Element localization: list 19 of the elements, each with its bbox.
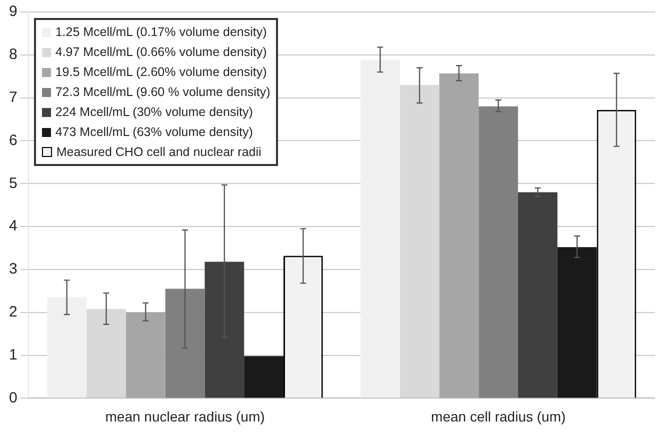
x-tick-label: mean cell radius (um) [431, 408, 566, 424]
y-tick-label: 2 [9, 304, 18, 321]
legend-label: 72.3 Mcell/mL (9.60 % volume density) [55, 85, 270, 99]
legend-label: 224 Mcell/mL (30% volume density) [55, 105, 253, 119]
y-tick-label: 5 [9, 174, 18, 192]
y-tick-label: 4 [9, 218, 18, 235]
y-tick-label: 1 [9, 346, 18, 364]
y-tick-label: 8 [9, 46, 18, 64]
y-tick-label: 3 [9, 260, 18, 278]
legend-label: 19.5 Mcell/mL (2.60% volume density) [55, 65, 267, 79]
y-tick-label: 0 [9, 389, 18, 406]
legend-label: Measured CHO cell and nuclear radii [56, 145, 262, 159]
legend-label: 473 Mcell/mL (63% volume density) [55, 125, 253, 139]
legend-label: 1.25 Mcell/mL (0.17% volume density) [55, 25, 267, 39]
y-tick-label: 7 [9, 88, 18, 106]
legend-label: 4.97 Mcell/mL (0.66% volume density) [55, 45, 267, 59]
x-tick-label: mean nuclear radius (um) [105, 408, 265, 424]
y-tick-label: 9 [9, 3, 18, 20]
y-tick-label: 6 [9, 132, 18, 149]
